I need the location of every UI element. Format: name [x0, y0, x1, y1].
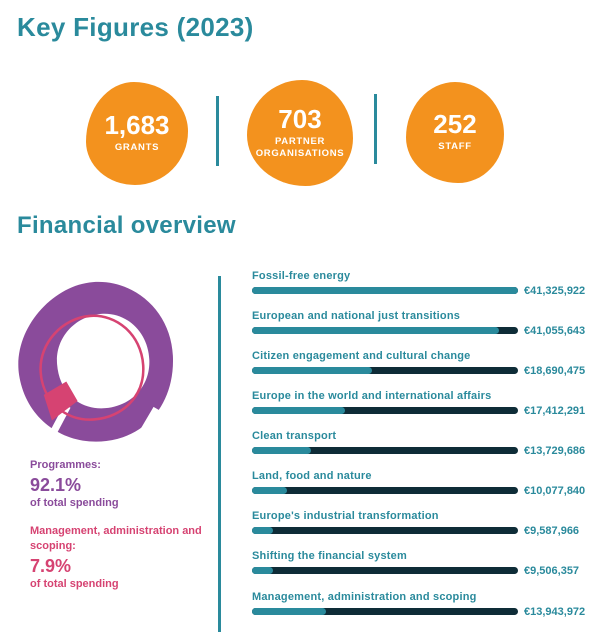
management-wedge-segment: [43, 381, 78, 421]
bar-row: Fossil-free energy €41,325,922: [252, 270, 602, 306]
grants-value: 1,683: [104, 110, 170, 141]
page-title: Key Figures (2023): [17, 12, 254, 42]
grants-label: GRANTS: [114, 142, 160, 154]
inner-pink-outline: [39, 314, 145, 421]
bar-row: Land, food and nature €10,077,840: [252, 470, 602, 506]
bar-label: Land, food and nature: [252, 470, 372, 482]
partner-organisations-label: PARTNER ORGANISATIONS: [255, 135, 345, 159]
spending-donut-chart: [18, 281, 174, 442]
bar-fill: [252, 527, 274, 534]
bar-label: Clean transport: [252, 430, 337, 442]
legend-management-sub: of total spending: [30, 577, 119, 590]
bar-fill: [252, 447, 311, 454]
bar-fill: [252, 487, 287, 494]
bar-row: European and national just transitions €…: [252, 310, 602, 346]
spending-legend: Programmes: 92.1% of total spending Mana…: [30, 458, 210, 590]
bar-row: Management, administration and scoping €…: [252, 591, 602, 627]
ring-gap: [133, 406, 162, 442]
financial-overview-title: Financial overview: [17, 212, 236, 239]
spending-bar-chart: Fossil-free energy €41,325,922 European …: [252, 270, 602, 640]
bar-track: [252, 327, 518, 334]
bar-track: [252, 287, 518, 294]
bar-amount: €13,729,686: [524, 445, 586, 457]
bar-amount: €9,587,966: [524, 525, 580, 537]
partner-organisations-value: 703: [278, 103, 322, 134]
key-figures-divider: [216, 96, 219, 166]
bar-amount: €9,506,357: [524, 565, 580, 577]
bar-fill: [252, 608, 327, 615]
bar-track: [252, 407, 518, 414]
bar-label: Citizen engagement and cultural change: [252, 350, 471, 362]
bar-row: Europe in the world and international af…: [252, 390, 602, 426]
legend-programmes-name: Programmes:: [30, 459, 101, 471]
legend-programmes-sub: of total spending: [30, 496, 119, 509]
bar-row: Europe's industrial transformation €9,58…: [252, 510, 602, 546]
legend-programmes-pct: 92.1%: [30, 474, 82, 495]
bar-label: European and national just transitions: [252, 310, 461, 322]
staff-value: 252: [433, 109, 477, 140]
bar-label: Shifting the financial system: [252, 550, 407, 562]
staff-label: STAFF: [438, 141, 472, 153]
bar-fill: [252, 367, 372, 374]
bar-amount: €41,055,643: [524, 325, 586, 337]
staff-blob: 252 STAFF: [406, 82, 504, 183]
bar-amount: €18,690,475: [524, 365, 586, 377]
bar-label: Europe in the world and international af…: [252, 390, 492, 402]
bar-label: Fossil-free energy: [252, 270, 351, 282]
legend-item-programmes: Programmes: 92.1% of total spending: [30, 458, 210, 509]
legend-management-name: Management, administration and scoping:: [30, 524, 202, 552]
grants-blob: 1,683 GRANTS: [86, 82, 188, 185]
legend-item-management: Management, administration and scoping: …: [30, 524, 210, 590]
partner-organisations-blob: 703 PARTNER ORGANISATIONS: [247, 80, 353, 186]
bar-track: [252, 367, 518, 374]
bar-track: [252, 567, 518, 574]
bar-amount: €13,943,972: [524, 606, 586, 618]
bar-track: [252, 527, 518, 534]
bar-row: Shifting the financial system €9,506,357: [252, 550, 602, 586]
section-divider: [218, 276, 221, 632]
bar-fill: [252, 287, 518, 294]
bar-track: [252, 487, 518, 494]
bar-track: [252, 447, 518, 454]
legend-management-pct: 7.9%: [30, 555, 72, 576]
bar-label: Management, administration and scoping: [252, 591, 477, 603]
bar-amount: €17,412,291: [524, 405, 586, 417]
bar-fill: [252, 407, 346, 414]
bar-row: Citizen engagement and cultural change €…: [252, 350, 602, 386]
bar-fill: [252, 327, 500, 334]
bar-track: [252, 608, 518, 615]
bar-row: Clean transport €13,729,686: [252, 430, 602, 466]
bar-amount: €41,325,922: [524, 285, 586, 297]
bar-fill: [252, 567, 274, 574]
bar-amount: €10,077,840: [524, 485, 586, 497]
bar-label: Europe's industrial transformation: [252, 510, 439, 522]
key-figures-divider: [374, 94, 377, 164]
